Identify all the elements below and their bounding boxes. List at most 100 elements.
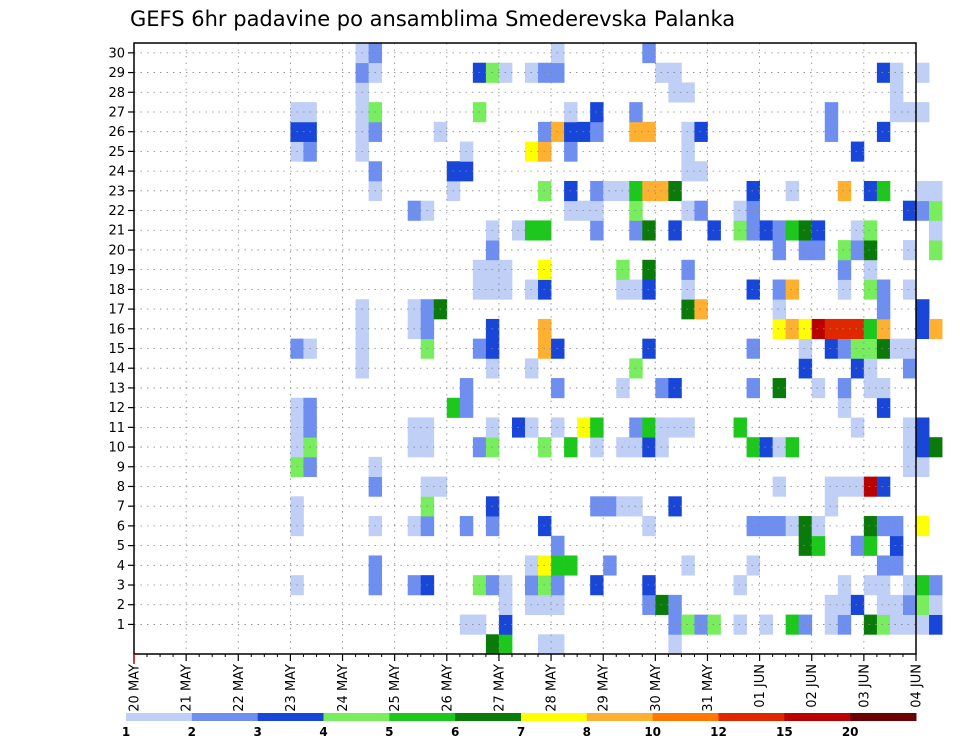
y-tick-label: 24	[108, 165, 125, 180]
precip-cell	[694, 121, 708, 142]
precip-cell	[902, 338, 917, 359]
precip-cell	[902, 417, 917, 438]
precip-cell	[824, 496, 839, 517]
y-tick-label: 29	[108, 66, 125, 81]
precip-cell	[642, 259, 656, 280]
precip-cell	[889, 102, 904, 123]
y-tick-label: 10	[108, 441, 125, 456]
precip-cell	[850, 358, 865, 379]
precip-cell	[824, 338, 839, 359]
legend-label: 5	[385, 725, 393, 739]
precip-cell	[681, 161, 695, 182]
precip-cell	[733, 614, 747, 635]
x-tick-label: 28 MAY	[545, 664, 560, 712]
precip-cell	[759, 614, 774, 635]
legend-label: 3	[253, 725, 261, 739]
precip-cell	[759, 220, 774, 241]
x-tick-label: 25 MAY	[388, 664, 403, 712]
precip-cell	[850, 476, 865, 497]
precip-cell	[837, 397, 852, 418]
y-tick-label: 3	[117, 579, 125, 594]
precip-cell	[929, 200, 943, 221]
precip-cell	[668, 614, 682, 635]
precip-cell	[850, 141, 865, 162]
precip-cell	[837, 575, 852, 596]
precip-cell	[876, 555, 891, 576]
y-tick-label: 23	[108, 184, 125, 199]
x-tick-label: 23 MAY	[284, 664, 299, 712]
precip-cell	[746, 437, 760, 458]
precip-cell	[902, 358, 917, 379]
precip-cell	[889, 62, 904, 83]
x-tick-label: 01 JUN	[753, 664, 768, 708]
precip-cell	[746, 279, 760, 300]
y-tick-label: 1	[117, 618, 125, 633]
precip-cell	[876, 180, 891, 202]
y-tick-label: 19	[108, 263, 125, 278]
precip-cell	[772, 279, 787, 300]
legend-swatch	[652, 713, 719, 721]
precip-cell	[746, 555, 760, 576]
precip-cell	[642, 437, 656, 458]
precip-cell	[916, 318, 930, 340]
x-tick-label: 22 MAY	[232, 664, 247, 712]
precip-cell	[655, 417, 669, 438]
precip-cell	[929, 594, 943, 615]
precip-cell	[863, 180, 878, 202]
precip-cell	[824, 102, 839, 123]
legend-label: 8	[583, 725, 591, 739]
precip-cell	[772, 299, 787, 320]
precip-cell	[746, 516, 760, 537]
precip-cell	[850, 240, 865, 261]
legend-label: 4	[319, 725, 327, 739]
precip-cell	[785, 279, 800, 300]
precip-cell	[642, 516, 656, 537]
precip-cell	[863, 358, 878, 379]
precip-cell	[785, 318, 800, 340]
precip-cell	[876, 575, 891, 596]
precip-cell	[850, 417, 865, 438]
precip-cell	[837, 180, 852, 202]
precip-cell	[681, 259, 695, 280]
legend-swatch	[257, 713, 324, 721]
precip-cell	[889, 535, 904, 556]
y-tick-label: 18	[108, 283, 125, 298]
chart-title: GEFS 6hr padavine po ansamblima Smederev…	[130, 7, 735, 31]
precip-cell	[824, 318, 839, 340]
precip-cell	[746, 200, 760, 221]
precip-cell	[863, 220, 878, 241]
y-tick-label: 2	[117, 598, 125, 613]
precip-cell	[929, 180, 943, 202]
precip-cell	[929, 437, 943, 458]
precip-cell	[642, 338, 656, 359]
precip-cell	[863, 614, 878, 635]
precip-cell	[642, 575, 656, 596]
y-tick-label: 21	[108, 224, 125, 239]
precip-cell	[889, 82, 904, 103]
precip-cell	[916, 516, 930, 537]
precip-cell	[681, 299, 695, 320]
precip-cell	[811, 378, 826, 399]
y-tick-label: 13	[108, 381, 125, 396]
precip-cell	[837, 614, 852, 635]
precip-cell	[929, 220, 943, 241]
precip-cell	[876, 338, 891, 359]
precip-cell	[642, 594, 656, 615]
precip-cell	[642, 180, 656, 202]
precip-cell	[902, 200, 917, 221]
legend-swatch	[521, 713, 588, 721]
y-tick-label: 20	[108, 243, 125, 258]
precip-cell	[929, 240, 943, 261]
precip-cell	[876, 279, 891, 300]
precip-cell	[889, 338, 904, 359]
precip-cell	[863, 516, 878, 537]
legend-label: 15	[776, 725, 793, 739]
precip-cell	[681, 417, 695, 438]
precip-cell	[485, 634, 500, 655]
precip-cell	[772, 516, 787, 537]
precip-cell	[902, 614, 917, 635]
precip-cell	[681, 555, 695, 576]
x-tick-label: 02 JUN	[805, 664, 820, 708]
x-tick-label: 30 MAY	[649, 664, 664, 712]
precip-cell	[655, 437, 669, 458]
